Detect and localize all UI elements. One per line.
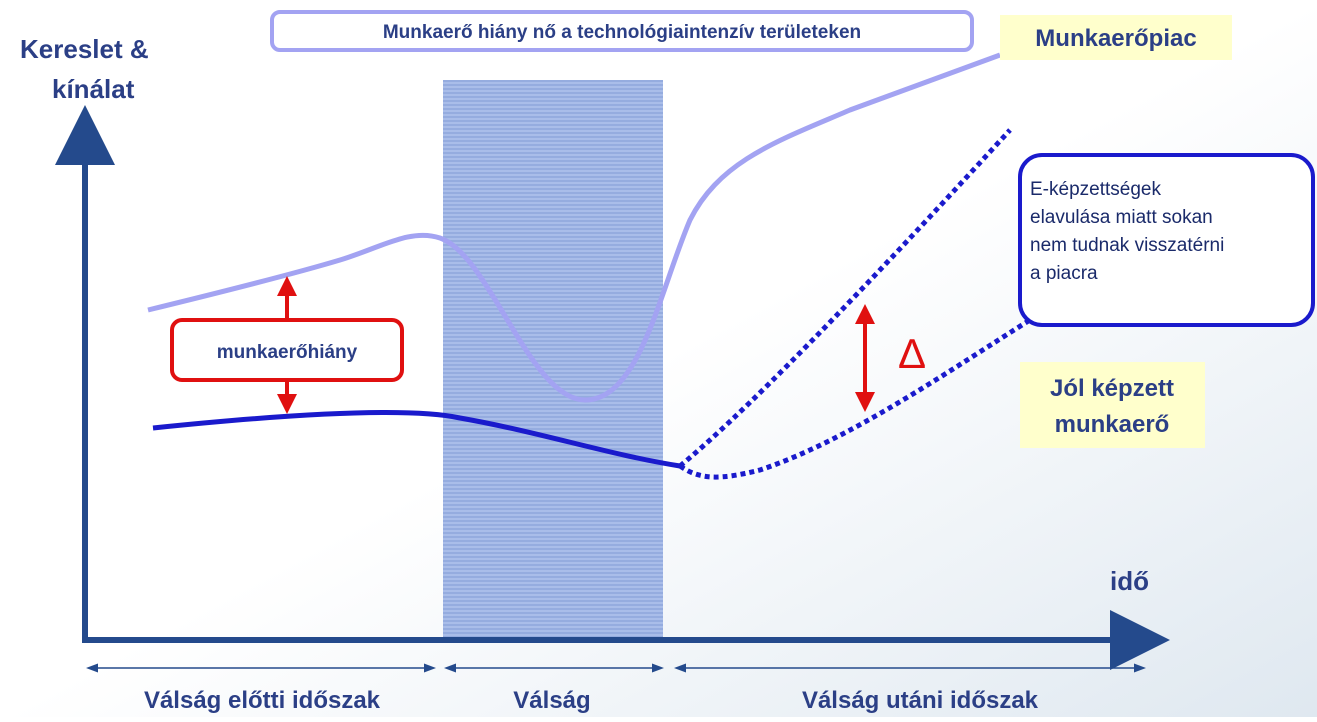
- market-label: Munkaerőpiac: [1035, 25, 1196, 52]
- crisis-band: [443, 80, 663, 640]
- callout-line: a piacra: [1030, 263, 1098, 284]
- callout-line: E-képzettségek: [1030, 179, 1161, 200]
- gap-label: munkaerőhiány: [217, 342, 358, 363]
- period-label: Válság utáni időszak: [802, 687, 1039, 714]
- callout-line: elavulása miatt sokan: [1030, 207, 1213, 228]
- y-label: Kereslet &: [20, 34, 149, 64]
- skilled-label: Jól képzett: [1050, 375, 1174, 402]
- headline: Munkaerő hiány nő a technológiaintenzív …: [383, 22, 861, 43]
- skilled-label: munkaerő: [1055, 411, 1170, 438]
- callout-line: nem tudnak visszatérni: [1030, 235, 1224, 256]
- diagram: Kereslet & kínálat idő Munkaerő hiány nő…: [0, 0, 1317, 717]
- y-label: kínálat: [52, 74, 135, 104]
- period-label: Válság előtti időszak: [144, 687, 381, 714]
- period-label: Válság: [513, 687, 590, 714]
- x-label: idő: [1110, 566, 1149, 596]
- delta-label: Δ: [898, 330, 926, 377]
